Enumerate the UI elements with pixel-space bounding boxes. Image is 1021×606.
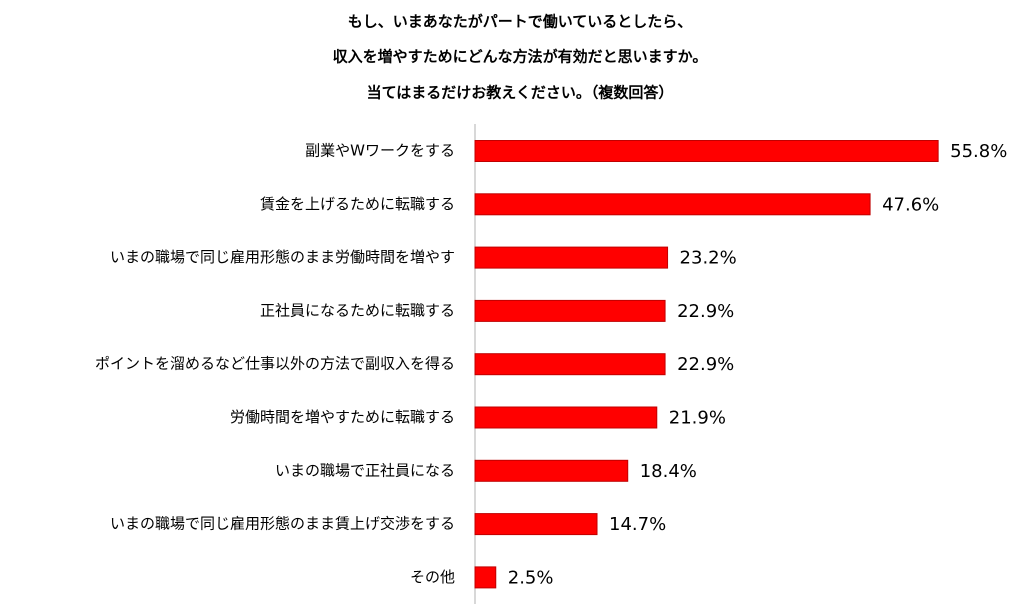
bar-2 [474,193,871,216]
bar-9 [474,566,497,589]
value-label-1: 55.8% [950,141,1007,162]
chart-title-line-1: もし、いまあなたがパートで働いているとしたら、 [348,13,693,31]
category-label-9: その他 [410,568,455,586]
category-label-6: 労働時間を増やすために転職する [230,408,455,426]
category-label-1: 副業やWワークをする [305,142,455,160]
category-label-8: いまの職場で同じ雇用形態のまま賃上げ交渉をする [110,515,455,533]
bar-4 [474,299,666,322]
value-label-4: 22.9% [677,301,734,322]
value-labels: 55.8% 47.6% 23.2% 22.9% 22.9% 21.9% 18.4% 14.7%… [508,141,1008,588]
value-label-7: 18.4% [640,461,697,482]
category-labels: 副業やWワークをする賃金を上げるために転職するいまの職場で同じ雇用形態のまま労働… [95,142,455,586]
bar-6 [474,406,658,429]
chart-title: もし、いまあなたがパートで働いているとしたら、収入を増やすためにどんな方法が有効… [333,13,708,102]
bar-8 [474,513,598,536]
chart-title-line-3: 当てはまるだけお教えください。（複数回答） [367,84,674,102]
bars [474,140,939,589]
bar-1 [474,140,939,162]
value-label-8: 14.7% [609,514,666,535]
bar-3 [474,246,669,269]
category-label-3: いまの職場で同じ雇用形態のまま労働時間を増やす [110,248,455,266]
value-label-5: 22.9% [677,354,734,375]
value-label-2: 47.6% [882,194,939,215]
category-label-5: ポイントを溜めるなど仕事以外の方法で副収入を得る [95,355,455,373]
bar-7 [474,459,629,482]
category-label-2: 賃金を上げるために転職する [260,195,455,213]
chart-title-line-2: 収入を増やすためにどんな方法が有効だと思いますか。 [333,48,708,66]
bar-5 [474,353,666,376]
category-label-7: いまの職場で正社員になる [275,461,455,479]
category-label-4: 正社員になるために転職する [260,301,455,319]
value-label-9: 2.5% [508,567,554,588]
value-label-3: 23.2% [680,248,737,269]
value-label-6: 21.9% [669,408,726,429]
